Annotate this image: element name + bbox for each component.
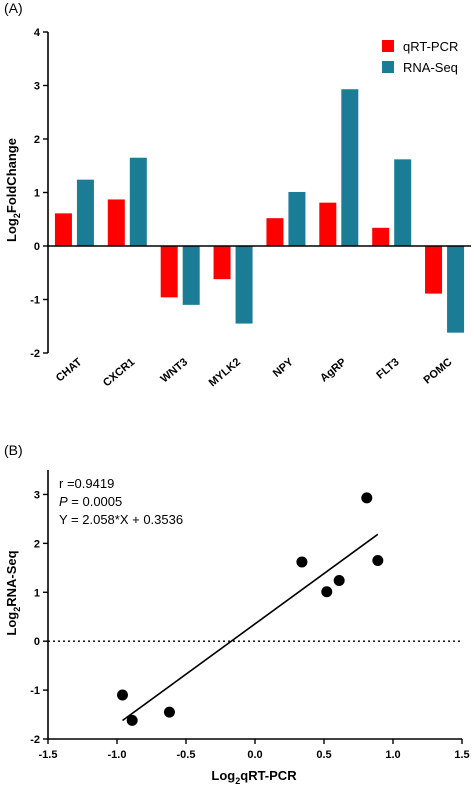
scatter-point xyxy=(296,556,308,568)
x-tick-label: AgRP xyxy=(318,356,349,384)
y-tick-label: 2 xyxy=(34,538,40,550)
x-tick-label: WNT3 xyxy=(159,356,191,385)
scatter-point xyxy=(372,554,384,566)
bar-rna-seq-cxcr1 xyxy=(129,157,147,246)
panel-a-bars xyxy=(54,89,465,333)
bar-rna-seq-mylk2 xyxy=(235,246,253,324)
panel-b-y-axis-title: Log2RNA-Seq xyxy=(4,550,22,635)
x-tick-label: MYLK2 xyxy=(207,356,243,389)
bar-qrt-pcr-npy xyxy=(266,218,284,246)
x-tick-label: -1.0 xyxy=(108,749,127,761)
scatter-point xyxy=(117,689,129,701)
panel-a: (A) Log2FoldChange -2 -1 0 1 2 3 4 CHAT CXCR1 WN… xyxy=(4,0,471,389)
panel-b-r-annotation: r =0.9419 xyxy=(59,476,114,491)
y-tick-label: 0 xyxy=(34,636,40,648)
bar-qrt-pcr-cxcr1 xyxy=(107,199,125,246)
x-tick-label: CXCR1 xyxy=(101,356,137,389)
x-tick-label: 1.5 xyxy=(454,749,469,761)
panel-b-regression-line xyxy=(122,533,379,722)
bar-qrt-pcr-flt3 xyxy=(372,227,390,246)
y-tick-label: 1 xyxy=(34,188,40,200)
x-tick-label: FLT3 xyxy=(374,356,401,382)
bar-qrt-pcr-pomc xyxy=(425,246,443,294)
bar-qrt-pcr-mylk2 xyxy=(213,246,231,280)
y-tick-label: 3 xyxy=(34,489,40,501)
bar-qrt-pcr-agrp xyxy=(319,202,337,246)
bar-rna-seq-wnt3 xyxy=(182,246,200,305)
y-tick-label: 1 xyxy=(34,587,40,599)
scatter-point xyxy=(333,575,345,587)
x-tick-label: POMC xyxy=(421,356,454,386)
y-tick-label: 2 xyxy=(34,134,40,146)
panel-b-label: (B) xyxy=(4,442,23,458)
legend-swatch-qrt-pcr xyxy=(382,40,394,52)
bar-rna-seq-flt3 xyxy=(394,159,412,246)
legend-label-rna-seq: RNA-Seq xyxy=(403,60,458,75)
x-tick-label: 0.5 xyxy=(316,749,331,761)
panel-a-legend: qRT-PCR RNA-Seq xyxy=(382,39,458,75)
panel-b-y-ticks: -2 -1 0 1 2 3 xyxy=(30,489,48,746)
x-tick-label: 0.0 xyxy=(247,749,262,761)
panel-b-points xyxy=(117,492,384,726)
x-tick-label: -1.5 xyxy=(39,749,58,761)
bar-rna-seq-agrp xyxy=(341,89,359,247)
y-tick-label: 3 xyxy=(34,81,40,93)
panel-b-x-axis-title: Log2qRT-PCR xyxy=(211,768,297,786)
bar-rna-seq-chat xyxy=(76,179,94,246)
y-tick-label: -1 xyxy=(30,685,40,697)
panel-b-x-ticks: -1.5 -1.0 -0.5 0.0 0.5 1.0 1.5 xyxy=(39,739,470,761)
y-tick-label: 4 xyxy=(34,27,41,39)
x-tick-label: CHAT xyxy=(54,356,85,384)
y-tick-label: 0 xyxy=(34,241,40,253)
x-tick-label: 1.0 xyxy=(385,749,400,761)
panel-a-y-axis-title: Log2FoldChange xyxy=(4,138,22,242)
bar-qrt-pcr-chat xyxy=(54,213,72,246)
x-tick-label: -0.5 xyxy=(177,749,196,761)
panel-a-x-tick-labels: CHAT CXCR1 WNT3 MYLK2 NPY AgRP FLT3 POMC xyxy=(54,356,455,390)
scatter-point xyxy=(361,492,373,504)
scatter-point xyxy=(163,706,175,718)
bar-rna-seq-pomc xyxy=(447,246,465,333)
y-tick-label: -1 xyxy=(30,295,40,307)
panel-b: (B) Log2RNA-Seq -2 -1 0 1 2 3 -1.5 -1.0 -0.5 0.0… xyxy=(4,442,470,786)
panel-b-equation-annotation: Y = 2.058*X + 0.3536 xyxy=(59,512,183,527)
y-tick-label: -2 xyxy=(30,734,40,746)
panel-a-y-ticks: -2 -1 0 1 2 3 4 xyxy=(30,27,48,360)
scatter-point xyxy=(321,586,333,598)
scatter-point xyxy=(126,714,138,726)
bar-rna-seq-npy xyxy=(288,191,306,246)
panel-b-p-annotation: P = 0.0005 xyxy=(59,494,122,509)
panel-a-label: (A) xyxy=(4,0,23,16)
legend-swatch-rna-seq xyxy=(382,61,394,73)
bar-qrt-pcr-wnt3 xyxy=(160,246,178,298)
y-tick-label: -2 xyxy=(30,348,40,360)
legend-label-qrt-pcr: qRT-PCR xyxy=(403,39,458,54)
x-tick-label: NPY xyxy=(271,356,297,380)
